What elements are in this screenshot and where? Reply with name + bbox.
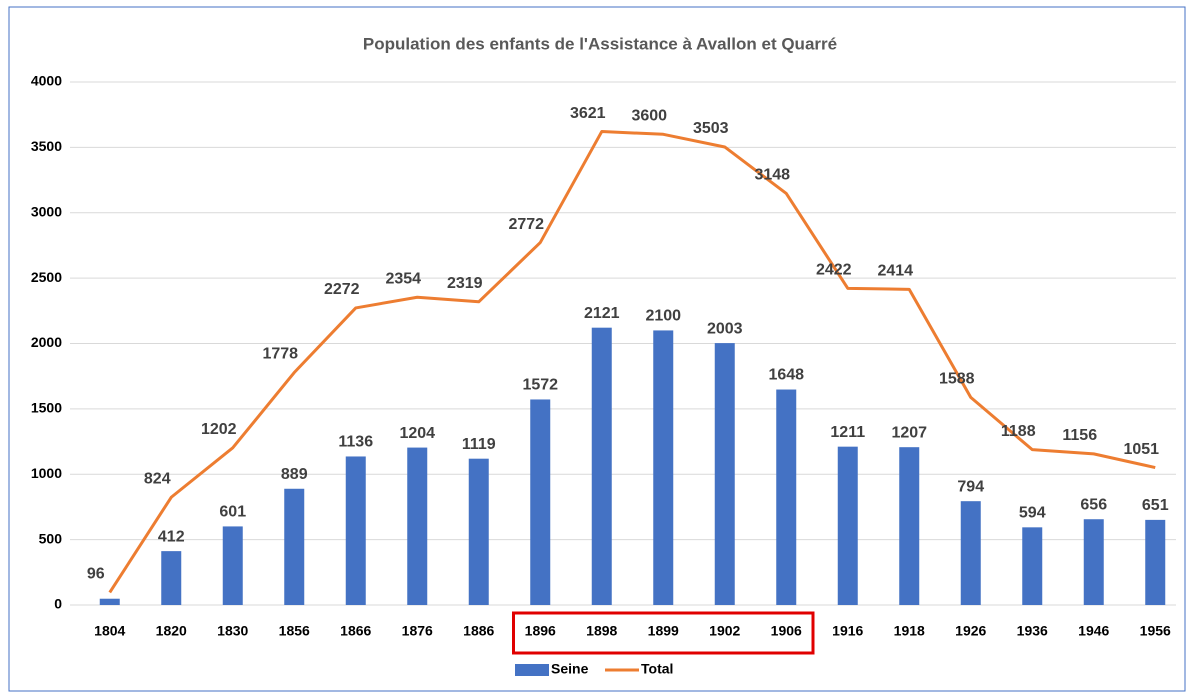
line-value-label: 3600 bbox=[631, 108, 667, 125]
bar-value-label: 412 bbox=[158, 528, 185, 545]
legend-label: Total bbox=[641, 661, 673, 677]
bar bbox=[99, 598, 120, 605]
line-value-label: 824 bbox=[144, 470, 171, 487]
x-tick-label: 1830 bbox=[217, 623, 248, 639]
bar-value-label: 2121 bbox=[584, 305, 620, 322]
line bbox=[108, 130, 1156, 594]
bar bbox=[714, 343, 735, 605]
x-tick-label: 1820 bbox=[156, 623, 187, 639]
x-tick-label: 1876 bbox=[402, 623, 433, 639]
bar bbox=[222, 526, 243, 605]
bar bbox=[591, 327, 612, 605]
highlight-box bbox=[512, 611, 815, 655]
bar bbox=[468, 458, 489, 605]
bar-value-label: 1136 bbox=[338, 434, 373, 451]
bar bbox=[1083, 519, 1104, 605]
bar bbox=[161, 551, 182, 605]
bar-value-label: 1119 bbox=[462, 436, 496, 453]
bar-value-label: 1207 bbox=[891, 424, 927, 441]
bar bbox=[653, 330, 674, 605]
bar bbox=[960, 501, 981, 605]
x-tick-label: 1918 bbox=[894, 623, 925, 639]
bar-value-label: 651 bbox=[1142, 497, 1169, 514]
line-value-label: 1156 bbox=[1062, 427, 1097, 444]
bar bbox=[899, 447, 920, 605]
y-tick-label: 3500 bbox=[31, 138, 62, 154]
line-value-label: 1202 bbox=[201, 421, 237, 438]
line-value-label: 96 bbox=[87, 566, 105, 583]
line-value-label: 3621 bbox=[570, 105, 606, 122]
line-value-label: 3148 bbox=[754, 167, 790, 184]
line-value-label: 2272 bbox=[324, 281, 360, 298]
bar-value-label: 794 bbox=[957, 478, 984, 495]
bar bbox=[1022, 527, 1043, 605]
x-tick-label: 1896 bbox=[525, 623, 556, 639]
x-tick-label: 1956 bbox=[1140, 623, 1171, 639]
chart-title: Population des enfants de l'Assistance à… bbox=[363, 34, 837, 53]
line-value-label: 2422 bbox=[816, 262, 852, 279]
x-tick-label: 1936 bbox=[1017, 623, 1048, 639]
bar bbox=[345, 456, 366, 605]
legend-swatch bbox=[515, 664, 549, 676]
bar bbox=[284, 488, 305, 605]
y-tick-label: 1500 bbox=[31, 400, 62, 416]
y-tick-label: 3000 bbox=[31, 203, 62, 219]
line-value-label: 1588 bbox=[939, 371, 975, 388]
line-value-label: 1188 bbox=[1001, 423, 1036, 440]
bar bbox=[407, 447, 428, 605]
bar bbox=[837, 446, 858, 605]
y-tick-label: 4000 bbox=[31, 73, 62, 89]
x-tick-label: 1886 bbox=[463, 623, 494, 639]
x-tick-label: 1946 bbox=[1078, 623, 1109, 639]
line-value-label: 2354 bbox=[385, 270, 421, 287]
y-tick-label: 1000 bbox=[31, 465, 62, 481]
bar-value-label: 1204 bbox=[399, 425, 435, 442]
x-tick-label: 1898 bbox=[586, 623, 617, 639]
y-tick-label: 500 bbox=[39, 530, 63, 546]
line-value-label: 2319 bbox=[447, 275, 483, 292]
line-value-label: 2772 bbox=[508, 216, 544, 233]
x-tick-label: 1804 bbox=[94, 623, 125, 639]
bar bbox=[1145, 519, 1166, 605]
bar-value-label: 656 bbox=[1080, 496, 1107, 513]
x-tick-label: 1856 bbox=[279, 623, 310, 639]
bar-value-label: 594 bbox=[1019, 505, 1046, 522]
bar-value-label: 2003 bbox=[707, 320, 743, 337]
y-tick-label: 2000 bbox=[31, 334, 62, 350]
line-value-label: 2414 bbox=[877, 263, 913, 280]
bar-value-label: 1648 bbox=[768, 367, 804, 384]
bar bbox=[776, 389, 797, 605]
legend-label: Seine bbox=[551, 661, 589, 677]
x-tick-label: 1926 bbox=[955, 623, 986, 639]
line-value-label: 1778 bbox=[262, 346, 298, 363]
x-tick-label: 1906 bbox=[771, 623, 802, 639]
bar-value-label: 2100 bbox=[645, 308, 681, 325]
line-value-label: 1051 bbox=[1123, 441, 1159, 458]
x-tick-label: 1916 bbox=[832, 623, 863, 639]
x-tick-label: 1899 bbox=[648, 623, 679, 639]
bar-value-label: 1211 bbox=[830, 424, 865, 441]
x-tick-label: 1902 bbox=[709, 623, 740, 639]
bar bbox=[530, 399, 551, 605]
y-tick-label: 2500 bbox=[31, 269, 62, 285]
y-tick-label: 0 bbox=[54, 596, 62, 612]
bar-value-label: 889 bbox=[281, 466, 308, 483]
bar-value-label: 1572 bbox=[522, 377, 558, 394]
line-value-label: 3503 bbox=[693, 120, 729, 137]
x-tick-label: 1866 bbox=[340, 623, 371, 639]
bar-value-label: 601 bbox=[219, 504, 246, 521]
